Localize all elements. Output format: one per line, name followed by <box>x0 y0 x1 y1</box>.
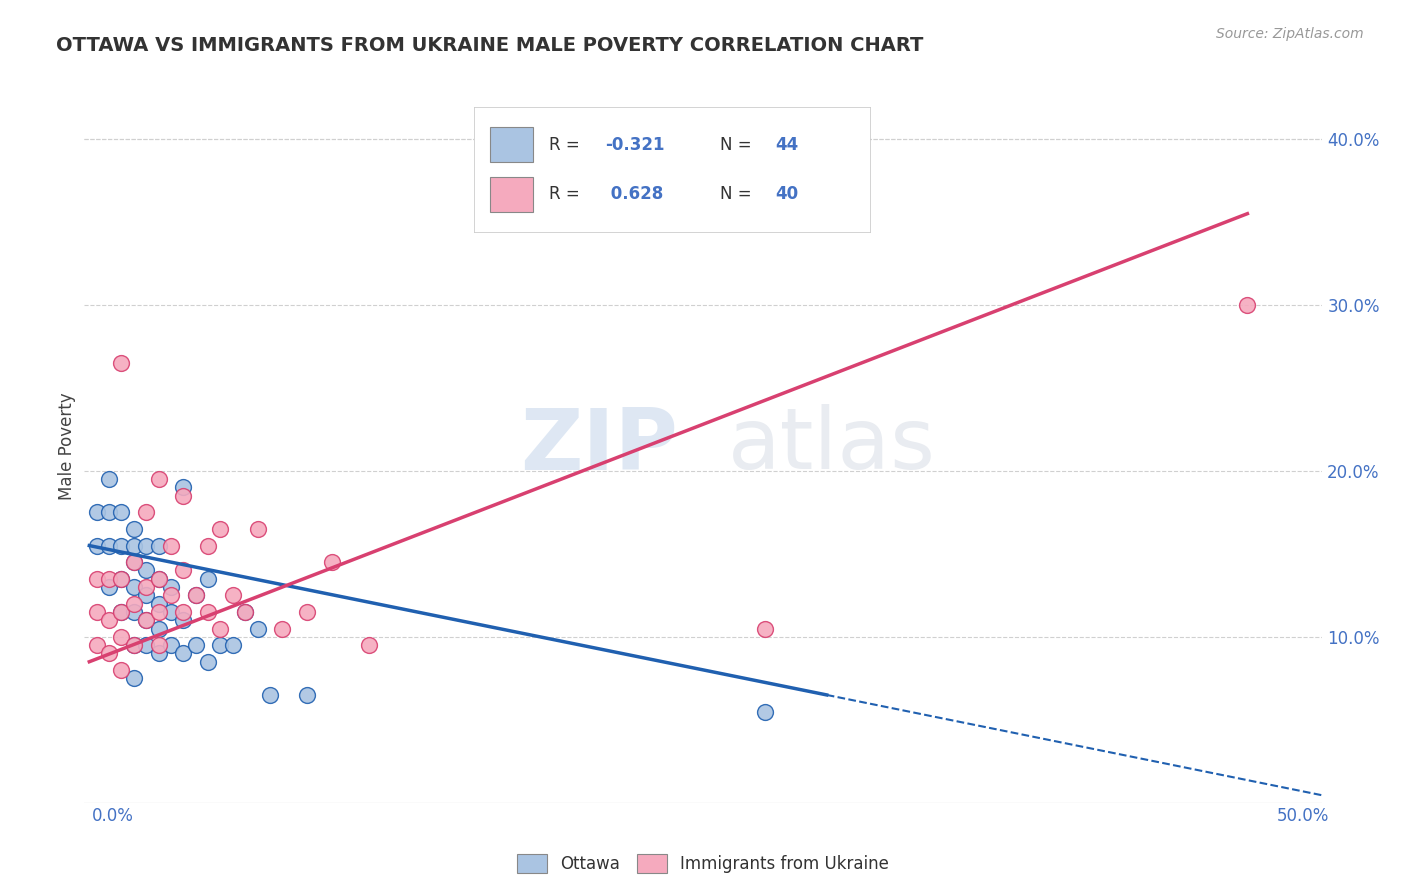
Point <box>321 555 343 569</box>
Point <box>122 580 145 594</box>
Point <box>122 605 145 619</box>
Point <box>110 605 132 619</box>
Point <box>197 572 219 586</box>
Point <box>197 655 219 669</box>
Point <box>86 505 108 519</box>
Point <box>122 671 145 685</box>
Point <box>197 539 219 553</box>
Point <box>160 605 183 619</box>
Point <box>86 605 108 619</box>
Point <box>172 489 194 503</box>
Point <box>86 539 108 553</box>
Point <box>271 622 294 636</box>
Legend: Ottawa, Immigrants from Ukraine: Ottawa, Immigrants from Ukraine <box>510 847 896 880</box>
Point <box>86 638 108 652</box>
Point <box>295 605 318 619</box>
Point <box>184 588 207 602</box>
Point <box>1236 298 1258 312</box>
Point <box>148 572 170 586</box>
Point <box>110 572 132 586</box>
Point <box>135 564 157 578</box>
Point <box>122 555 145 569</box>
Point <box>233 605 256 619</box>
Text: 0.0%: 0.0% <box>91 807 134 825</box>
Point <box>160 539 183 553</box>
Point <box>98 613 121 627</box>
Point <box>222 638 245 652</box>
Point <box>148 572 170 586</box>
Point <box>86 572 108 586</box>
Point <box>98 580 121 594</box>
Y-axis label: Male Poverty: Male Poverty <box>58 392 76 500</box>
Point <box>184 638 207 652</box>
Text: 50.0%: 50.0% <box>1277 807 1329 825</box>
Text: atlas: atlas <box>728 404 936 488</box>
Point <box>172 647 194 661</box>
Point <box>233 605 256 619</box>
Point <box>98 472 121 486</box>
Point <box>357 638 380 652</box>
Point <box>295 688 318 702</box>
Point <box>98 505 121 519</box>
Point <box>172 481 194 495</box>
Point <box>122 597 145 611</box>
Point <box>135 580 157 594</box>
Point <box>754 705 776 719</box>
Point <box>754 622 776 636</box>
Point <box>172 613 194 627</box>
Point <box>122 638 145 652</box>
Point <box>110 605 132 619</box>
Text: OTTAWA VS IMMIGRANTS FROM UKRAINE MALE POVERTY CORRELATION CHART: OTTAWA VS IMMIGRANTS FROM UKRAINE MALE P… <box>56 36 924 54</box>
Point <box>246 522 269 536</box>
Point <box>222 588 245 602</box>
Point <box>98 572 121 586</box>
Point <box>122 539 145 553</box>
Point <box>110 572 132 586</box>
Point <box>122 522 145 536</box>
Point <box>148 472 170 486</box>
Point <box>135 613 157 627</box>
Point <box>209 638 232 652</box>
Point <box>160 638 183 652</box>
Point <box>172 564 194 578</box>
Point <box>110 630 132 644</box>
Point <box>148 638 170 652</box>
Point <box>98 539 121 553</box>
Point <box>160 580 183 594</box>
Point <box>197 605 219 619</box>
Text: ZIP: ZIP <box>520 404 678 488</box>
Point <box>246 622 269 636</box>
Point <box>110 356 132 370</box>
Point <box>122 555 145 569</box>
Point <box>209 522 232 536</box>
Point <box>135 505 157 519</box>
Point <box>135 638 157 652</box>
Point <box>148 539 170 553</box>
Point <box>122 638 145 652</box>
Point <box>135 588 157 602</box>
Text: Source: ZipAtlas.com: Source: ZipAtlas.com <box>1216 27 1364 41</box>
Point <box>184 588 207 602</box>
Point <box>148 605 170 619</box>
Point <box>110 539 132 553</box>
Point <box>110 663 132 677</box>
Point <box>259 688 281 702</box>
Point <box>148 622 170 636</box>
Point <box>209 622 232 636</box>
Point <box>110 505 132 519</box>
Point <box>172 605 194 619</box>
Point <box>148 597 170 611</box>
Point <box>160 588 183 602</box>
Point <box>135 613 157 627</box>
Point <box>135 539 157 553</box>
Point <box>98 647 121 661</box>
Point <box>148 647 170 661</box>
